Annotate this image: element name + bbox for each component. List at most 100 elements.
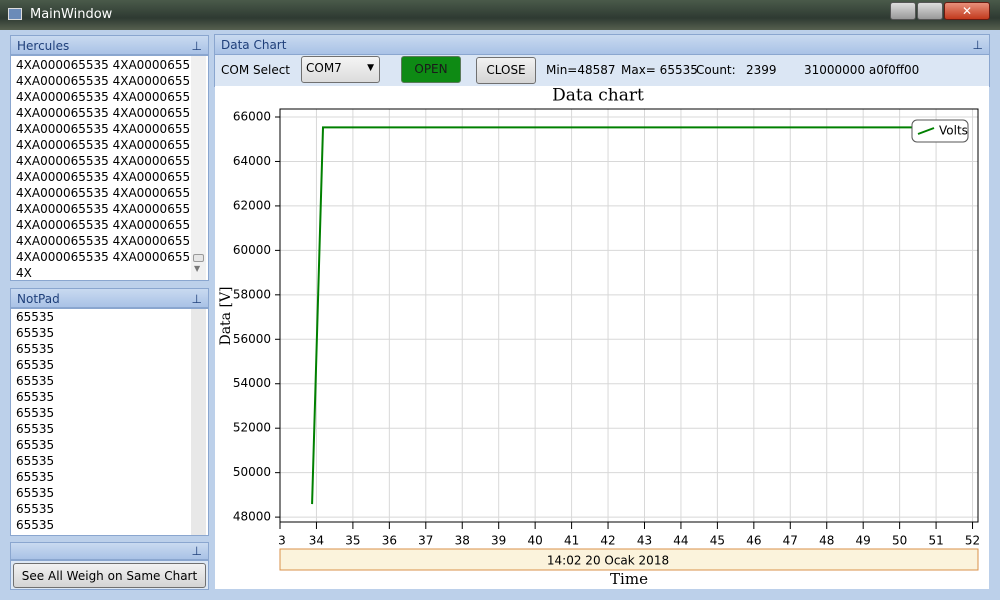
- x-tick-label: 42: [600, 534, 615, 548]
- panel-header: NotPad ⊥: [10, 288, 209, 308]
- legend-box: [911, 119, 969, 143]
- close-window-button[interactable]: ✕: [944, 2, 990, 20]
- y-tick-label: 52000: [233, 421, 271, 435]
- list-row[interactable]: 65535: [16, 326, 55, 340]
- chart-title: Data chart: [552, 86, 644, 106]
- notpad-list[interactable]: 65535 65535 65535 65535 65535 65535 65535 65535…: [10, 308, 209, 536]
- open-button[interactable]: OPEN: [401, 56, 461, 83]
- com-value: COM7: [306, 61, 342, 75]
- x-tick-label: 50: [892, 534, 907, 548]
- window-title: MainWindow: [30, 7, 113, 22]
- list-row[interactable]: 4XA000065535 4XA000065535: [16, 250, 206, 264]
- x-tick-label: 34: [309, 534, 324, 548]
- list-row[interactable]: 4XA000065535 4XA000065535: [16, 218, 206, 232]
- list-row[interactable]: 4XA000065535 4XA000065535: [16, 58, 206, 72]
- list-row[interactable]: 65535: [16, 438, 55, 452]
- x-tick-label: 44: [673, 534, 688, 548]
- x-tick-label: 49: [856, 534, 871, 548]
- list-row[interactable]: 65535: [16, 454, 55, 468]
- status-text: 31000000 a0f0ff00: [804, 63, 920, 77]
- window-icon: [8, 8, 22, 20]
- x-tick-label: 46: [746, 534, 761, 548]
- list-row[interactable]: 4XA000065535 4XA000065535: [16, 90, 206, 104]
- x-tick-label: 47: [783, 534, 798, 548]
- scrollbar[interactable]: ▼: [191, 56, 206, 280]
- x-sublabel: 14:02 20 Ocak 2018: [547, 554, 669, 568]
- panel-header: Hercules ⊥: [10, 35, 209, 55]
- list-row[interactable]: 4XA000065535 4XA000065535: [16, 234, 206, 248]
- x-tick-label: 41: [564, 534, 579, 548]
- data-line: [311, 126, 969, 505]
- list-row[interactable]: 65535: [16, 502, 55, 516]
- x-tick-label: 3: [278, 534, 286, 548]
- minimize-button[interactable]: [890, 2, 916, 20]
- panel-header: ⊥: [10, 542, 209, 560]
- com-label: COM Select: [221, 63, 291, 77]
- list-row[interactable]: 65535: [16, 390, 55, 404]
- title-bar: MainWindow ✕: [0, 0, 1000, 30]
- count-label: Count:: [696, 63, 736, 77]
- y-tick-label: 54000: [233, 376, 271, 390]
- x-axis-label: Time: [610, 570, 648, 588]
- x-tick-label: 48: [819, 534, 834, 548]
- list-row[interactable]: 65535: [16, 518, 55, 532]
- chart-background: [215, 86, 989, 589]
- min-label: Min=48587: [546, 63, 616, 77]
- y-tick-label: 66000: [233, 110, 271, 124]
- list-row[interactable]: 4XA000065535 4XA000065535: [16, 186, 206, 200]
- x-tick-label: 36: [382, 534, 397, 548]
- toolbar: COM Select COM7 ▼ OPEN CLOSE Min=48587 Ma…: [214, 55, 990, 87]
- panel-title: NotPad: [17, 292, 60, 306]
- list-row[interactable]: 4XA000065535 4XA000065535: [16, 138, 206, 152]
- x-tick-label: 51: [928, 534, 943, 548]
- list-row[interactable]: 4XA000065535 4XA000065535: [16, 106, 206, 120]
- x-tick-label: 45: [710, 534, 725, 548]
- x-tick-label: 52: [965, 534, 980, 548]
- panel-title: Data Chart: [221, 38, 287, 52]
- y-tick-label: 62000: [233, 198, 271, 212]
- list-row[interactable]: 65535: [16, 406, 55, 420]
- list-row[interactable]: 4XA000065535 4XA000065535: [16, 74, 206, 88]
- list-row[interactable]: 65535: [16, 374, 55, 388]
- plot-frame: [279, 108, 979, 523]
- maximize-button[interactable]: [917, 2, 943, 20]
- scrollbar[interactable]: [191, 309, 206, 535]
- list-row[interactable]: 4XA000065535 4XA000065535: [16, 154, 206, 168]
- list-row[interactable]: 65535: [16, 342, 55, 356]
- close-button[interactable]: CLOSE: [476, 57, 536, 84]
- count-value: 2399: [746, 63, 777, 77]
- com-combo[interactable]: COM7 ▼: [301, 56, 380, 83]
- y-tick-label: 60000: [233, 243, 271, 257]
- y-axis-label: Data [V]: [218, 286, 234, 345]
- y-tick-label: 56000: [233, 332, 271, 346]
- legend-label: Volts: [939, 124, 968, 138]
- max-label: Max= 65535: [621, 63, 698, 77]
- hercules-list[interactable]: 4XA000065535 4XA000065535 4XA000065535 4X…: [10, 55, 209, 281]
- y-tick-label: 58000: [233, 287, 271, 301]
- see-all-button[interactable]: See All Weigh on Same Chart: [13, 563, 206, 588]
- list-row[interactable]: 65535: [16, 358, 55, 372]
- panel-header: Data Chart ⊥: [214, 34, 990, 55]
- list-row[interactable]: 65535: [16, 486, 55, 500]
- x-tick-label: 35: [345, 534, 360, 548]
- date-band: [279, 548, 979, 571]
- x-tick-label: 38: [455, 534, 470, 548]
- list-row[interactable]: 65535: [16, 470, 55, 484]
- legend-swatch: [917, 127, 935, 135]
- panel-title: Hercules: [17, 39, 70, 53]
- list-row[interactable]: 4XA000065535 4XA000065535: [16, 122, 206, 136]
- footer-panel: See All Weigh on Same Chart: [10, 560, 209, 590]
- x-tick-label: 39: [491, 534, 506, 548]
- list-row[interactable]: 4X: [16, 266, 32, 280]
- list-row[interactable]: 65535: [16, 310, 55, 324]
- list-row[interactable]: 65535: [16, 422, 55, 436]
- y-tick-label: 50000: [233, 465, 271, 479]
- y-tick-label: 64000: [233, 154, 271, 168]
- list-row[interactable]: 4XA000065535 4XA000065535: [16, 170, 206, 184]
- list-row[interactable]: 4XA000065535 4XA000065535: [16, 202, 206, 216]
- y-tick-label: 48000: [233, 510, 271, 524]
- x-tick-label: 37: [418, 534, 433, 548]
- x-tick-label: 43: [637, 534, 652, 548]
